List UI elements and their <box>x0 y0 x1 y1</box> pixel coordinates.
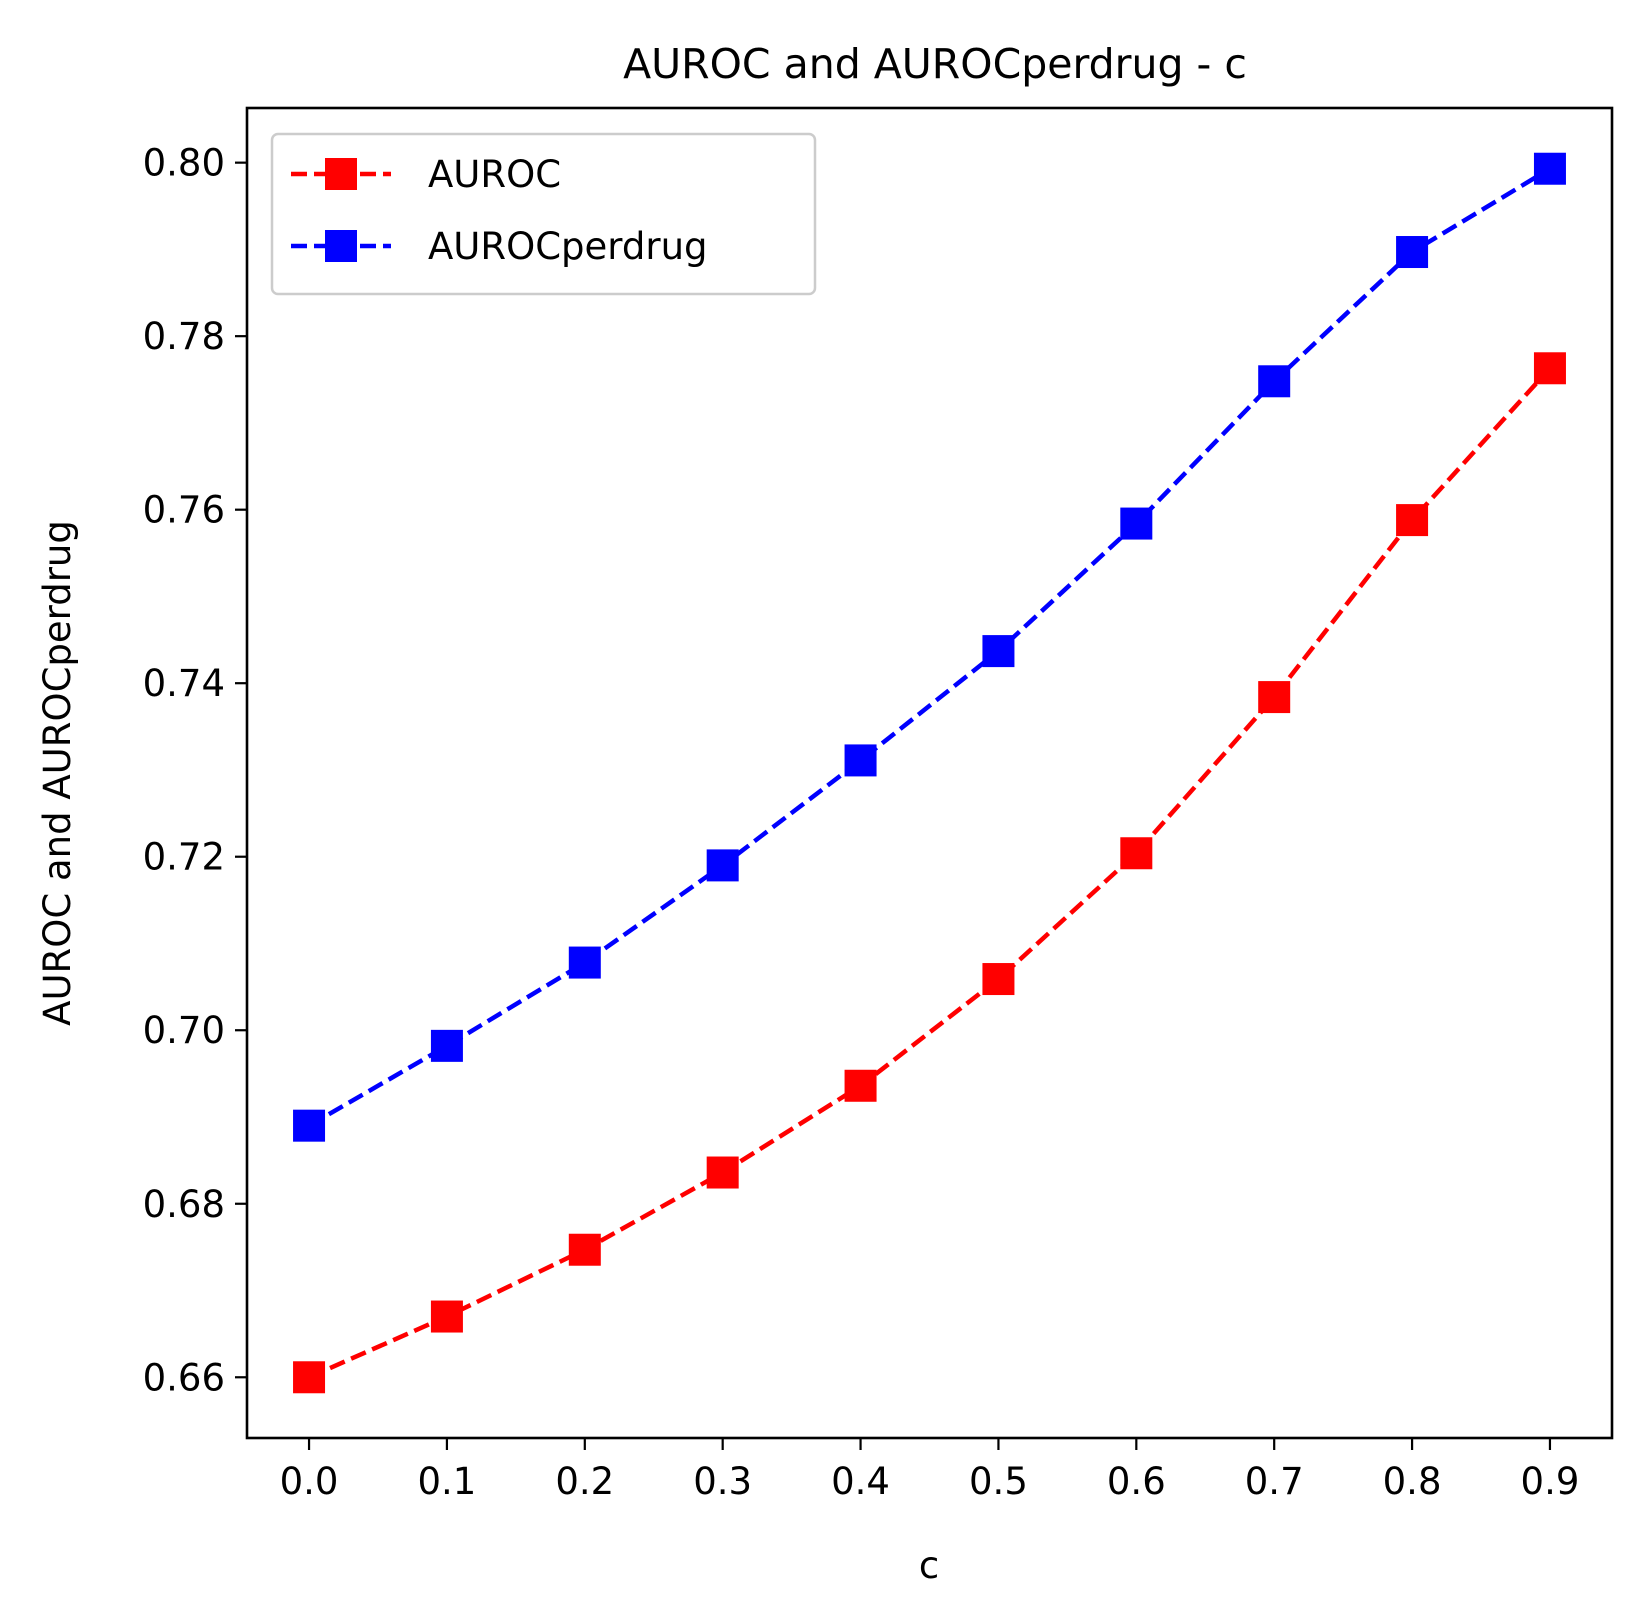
data-point-aurocperdrug <box>1396 236 1429 269</box>
data-point-aurocperdrug <box>982 635 1015 668</box>
x-axis: 0.0 0.1 0.2 0.3 0.4 0.5 0.6 0.7 0.8 0.9 <box>280 1438 1580 1503</box>
legend-marker-auroc <box>325 158 357 190</box>
y-tick-label: 0.80 <box>143 142 225 185</box>
x-tick-label: 0.3 <box>693 1460 752 1503</box>
data-point-aurocperdrug <box>568 946 601 979</box>
data-point-auroc <box>1533 352 1566 385</box>
x-tick-label: 0.1 <box>418 1460 477 1503</box>
series-layer <box>293 152 1566 1394</box>
x-tick-label: 0.4 <box>831 1460 890 1503</box>
x-tick-label: 0.5 <box>969 1460 1028 1503</box>
x-tick-label: 0.0 <box>280 1460 339 1503</box>
data-point-aurocperdrug <box>293 1109 326 1142</box>
legend-box <box>270 132 817 296</box>
y-tick-label: 0.66 <box>143 1356 225 1399</box>
data-point-auroc <box>844 1069 877 1102</box>
chart-title: AUROC and AUROCperdrug - c <box>623 40 1247 88</box>
legend-label-auroc: AUROC <box>428 153 561 196</box>
data-point-auroc <box>706 1156 739 1189</box>
data-point-aurocperdrug <box>1533 152 1566 185</box>
data-point-auroc <box>1120 837 1153 870</box>
legend: AUROC AUROCperdrug <box>270 132 817 296</box>
x-tick-label: 0.9 <box>1521 1460 1580 1503</box>
y-axis-label: AUROC and AUROCperdrug <box>36 520 79 1026</box>
data-point-auroc <box>982 963 1015 996</box>
data-point-aurocperdrug <box>706 849 739 882</box>
x-tick-label: 0.6 <box>1107 1460 1166 1503</box>
data-point-auroc <box>1396 504 1429 537</box>
data-point-aurocperdrug <box>844 744 877 777</box>
data-point-aurocperdrug <box>1258 365 1291 398</box>
plot-frame <box>245 106 1614 1440</box>
legend-label-aurocperdrug: AUROCperdrug <box>428 225 708 268</box>
y-tick-label: 0.70 <box>143 1009 225 1052</box>
x-tick-label: 0.2 <box>555 1460 614 1503</box>
series-line-auroc <box>308 366 1552 1380</box>
y-tick-label: 0.72 <box>143 836 225 879</box>
data-point-aurocperdrug <box>430 1029 463 1062</box>
y-tick-label: 0.78 <box>143 315 225 358</box>
data-point-auroc <box>293 1361 326 1394</box>
x-tick-label: 0.8 <box>1383 1460 1442 1503</box>
y-axis: 0.66 0.68 0.70 0.72 0.74 0.76 0.78 0.80 <box>143 142 247 1399</box>
y-tick-label: 0.68 <box>143 1183 225 1226</box>
data-point-aurocperdrug <box>1120 507 1153 540</box>
y-tick-label: 0.76 <box>143 489 225 532</box>
x-tick-label: 0.7 <box>1245 1460 1304 1503</box>
data-point-auroc <box>430 1300 463 1333</box>
data-point-auroc <box>1258 681 1291 714</box>
legend-items: AUROC AUROCperdrug <box>291 153 708 268</box>
y-tick-label: 0.74 <box>143 662 225 705</box>
series-line-aurocperdrug <box>307 166 1552 1128</box>
data-point-auroc <box>568 1233 601 1266</box>
x-axis-label: c <box>919 1544 939 1587</box>
legend-marker-aurocperdrug <box>325 230 357 262</box>
